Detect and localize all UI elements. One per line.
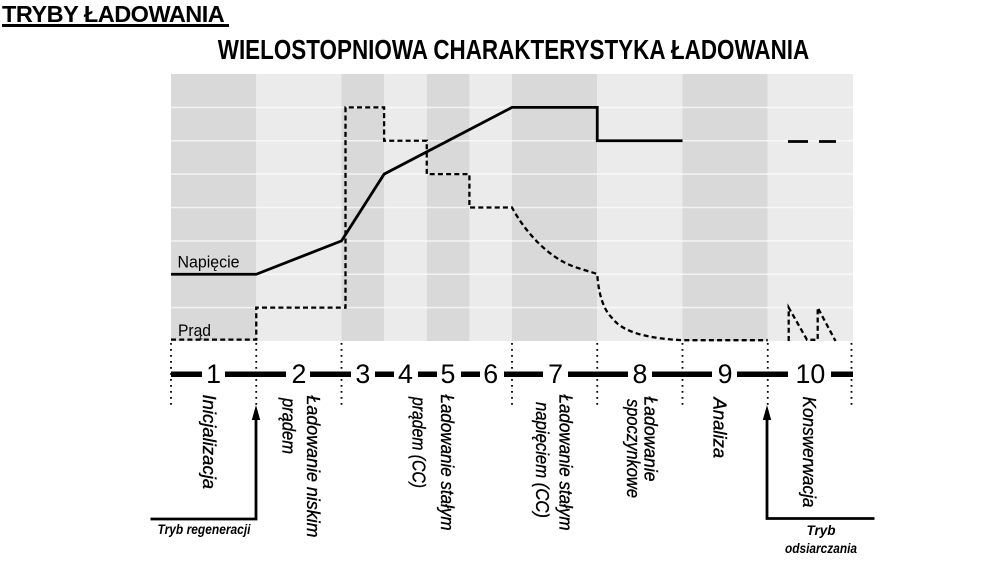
svg-text:4: 4 xyxy=(398,359,413,389)
svg-text:9: 9 xyxy=(718,359,733,389)
svg-text:Inicjalizacja: Inicjalizacja xyxy=(199,395,220,490)
svg-text:napięciem (CC): napięciem (CC) xyxy=(532,402,553,518)
svg-text:Ładowanie niskim: Ładowanie niskim xyxy=(303,396,324,538)
svg-text:prądem (CC): prądem (CC) xyxy=(409,396,430,488)
svg-text:Ładowanie stałym: Ładowanie stałym xyxy=(437,395,458,531)
svg-text:Analiza: Analiza xyxy=(710,397,731,459)
svg-text:Prąd: Prąd xyxy=(178,321,211,340)
svg-text:7: 7 xyxy=(548,359,563,389)
svg-text:6: 6 xyxy=(483,359,498,389)
svg-text:Tryb: Tryb xyxy=(806,523,835,538)
svg-text:Ładowanie stałym: Ładowanie stałym xyxy=(556,395,577,531)
svg-text:2: 2 xyxy=(291,359,306,389)
svg-text:5: 5 xyxy=(441,359,456,389)
svg-text:Napięcie: Napięcie xyxy=(178,253,240,272)
svg-text:8: 8 xyxy=(633,359,648,389)
svg-text:1: 1 xyxy=(206,359,221,389)
svg-text:Tryb regeneracji: Tryb regeneracji xyxy=(158,522,251,537)
svg-text:3: 3 xyxy=(355,359,370,389)
svg-text:prądem: prądem xyxy=(279,397,300,454)
svg-text:Ładowanie: Ładowanie xyxy=(641,397,662,482)
svg-text:spoczynkowe: spoczynkowe xyxy=(623,399,644,498)
svg-text:Konswerwacja: Konswerwacja xyxy=(799,397,820,508)
svg-text:10: 10 xyxy=(795,359,825,389)
svg-text:odsiarczania: odsiarczania xyxy=(785,541,857,556)
